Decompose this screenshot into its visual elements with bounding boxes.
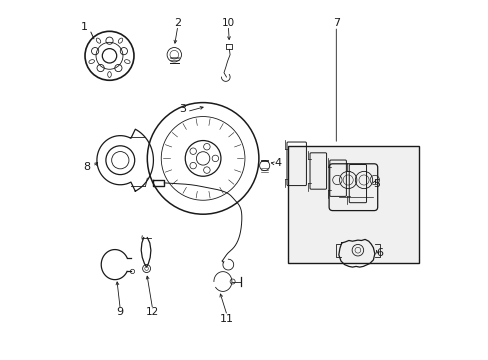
Text: 1: 1 xyxy=(81,22,88,32)
Text: 6: 6 xyxy=(376,248,383,258)
Bar xyxy=(287,146,418,263)
Text: 8: 8 xyxy=(83,162,90,172)
Text: 7: 7 xyxy=(332,18,339,28)
Text: 3: 3 xyxy=(179,104,186,114)
Text: 4: 4 xyxy=(273,158,281,168)
Text: 2: 2 xyxy=(174,18,181,28)
Text: 9: 9 xyxy=(117,307,123,318)
Text: 5: 5 xyxy=(373,179,380,189)
Text: 11: 11 xyxy=(219,314,233,324)
Text: 10: 10 xyxy=(221,18,234,28)
Text: 12: 12 xyxy=(146,307,159,318)
